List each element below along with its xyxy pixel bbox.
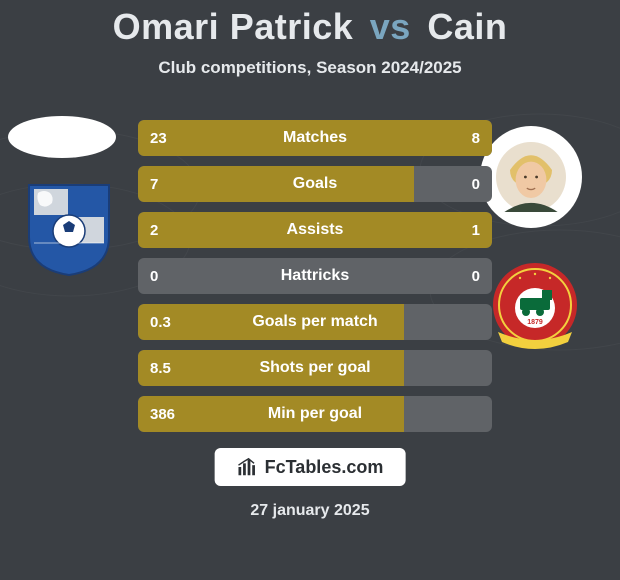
player1-name: Omari Patrick [113, 6, 354, 47]
page-title: Omari Patrick vs Cain [0, 0, 620, 48]
player1-club-logo [24, 182, 114, 272]
svg-text:1879: 1879 [527, 319, 543, 326]
player2-club-logo: 1879 [490, 260, 580, 350]
brand-text: FcTables.com [265, 457, 384, 478]
footer-date: 27 january 2025 [250, 502, 369, 520]
stats-comparison: 238Matches 70Goals 21Assists 00Hattricks 0.3… [138, 120, 492, 442]
stat-label: Assists [138, 221, 492, 239]
player2-avatar [480, 126, 582, 228]
stat-row: 70Goals [138, 166, 492, 202]
bars-icon [237, 456, 259, 478]
stat-label: Min per goal [138, 405, 492, 423]
stat-label: Matches [138, 129, 492, 147]
stat-row: 8.5Shots per goal [138, 350, 492, 386]
subtitle: Club competitions, Season 2024/2025 [0, 58, 620, 78]
stat-row: 21Assists [138, 212, 492, 248]
stat-label: Goals per match [138, 313, 492, 331]
player1-avatar [8, 116, 116, 158]
stat-row: 0.3Goals per match [138, 304, 492, 340]
stat-row: 386Min per goal [138, 396, 492, 432]
player2-name: Cain [427, 6, 507, 47]
stat-row: 238Matches [138, 120, 492, 156]
stat-label: Shots per goal [138, 359, 492, 377]
stat-label: Goals [138, 175, 492, 193]
vs-separator: vs [370, 6, 411, 47]
stat-label: Hattricks [138, 267, 492, 285]
stat-row: 00Hattricks [138, 258, 492, 294]
brand-badge: FcTables.com [215, 448, 406, 486]
